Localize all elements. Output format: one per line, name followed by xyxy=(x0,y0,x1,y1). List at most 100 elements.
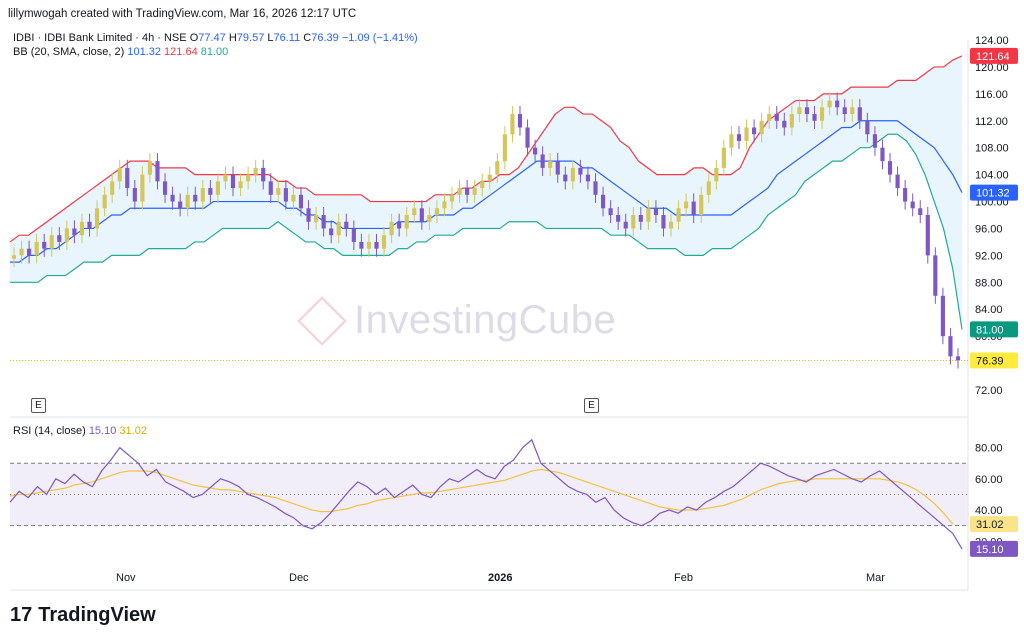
candle xyxy=(691,201,696,215)
symbol-name[interactable]: IDBI · IDBI Bank Limited · 4h · NSE xyxy=(13,32,187,44)
candle xyxy=(857,107,862,121)
rsi-tick-label: 40.00 xyxy=(975,505,1003,517)
price-tick-label: 72.00 xyxy=(975,385,1003,397)
time-tick-label: Mar xyxy=(866,572,885,584)
candle xyxy=(276,188,281,195)
candle xyxy=(366,241,372,249)
candle xyxy=(563,174,568,182)
candle xyxy=(457,188,462,195)
candle xyxy=(291,194,296,202)
candle xyxy=(193,194,198,202)
candle xyxy=(850,107,855,115)
candle xyxy=(729,134,734,148)
candle xyxy=(940,295,945,337)
candle xyxy=(548,161,553,168)
candle xyxy=(268,181,273,195)
candle xyxy=(661,215,666,229)
candle xyxy=(623,221,628,229)
tradingview-logo: 17 TradingView xyxy=(10,604,156,627)
candle xyxy=(162,181,168,195)
candle xyxy=(329,228,334,236)
bb-basis-value: 101.32 xyxy=(127,46,161,58)
rsi-tag xyxy=(970,540,1018,557)
candle xyxy=(835,100,840,108)
candle xyxy=(706,181,711,195)
candle xyxy=(140,174,145,202)
earnings-event-marker[interactable]: E xyxy=(31,398,46,413)
upper-price-tag xyxy=(970,47,1018,64)
high-label: H xyxy=(228,32,237,44)
earnings-event-marker[interactable]: E xyxy=(584,398,599,413)
open-value: 77.47 xyxy=(198,32,226,44)
candle xyxy=(102,194,107,209)
lower-price-tag-text: 81.00 xyxy=(976,324,1004,336)
candle xyxy=(178,201,183,209)
candle xyxy=(42,241,47,249)
candle xyxy=(64,228,69,242)
price-tick-label: 84.00 xyxy=(975,304,1003,316)
rsi-ma-value: 31.02 xyxy=(119,425,147,437)
candle xyxy=(533,147,538,155)
rsi-ma-line xyxy=(9,468,954,525)
candle xyxy=(668,221,674,229)
candle xyxy=(419,208,424,222)
candle xyxy=(19,248,24,256)
candle xyxy=(865,120,870,135)
candle xyxy=(789,114,794,128)
bb-lower-line xyxy=(10,133,963,330)
candle xyxy=(132,188,137,202)
price-tick-label: 124.00 xyxy=(975,35,1009,47)
tv-logo-icon: 17 xyxy=(10,604,33,626)
candle xyxy=(495,161,500,175)
candle xyxy=(427,215,432,222)
bb-upper-line xyxy=(9,55,963,243)
rsi-legend[interactable]: RSI (14, close) 15.10 31.02 xyxy=(13,425,147,437)
candle xyxy=(676,208,681,222)
bb-basis-line xyxy=(10,120,963,263)
candle xyxy=(631,215,636,229)
candle xyxy=(147,161,153,175)
bb-legend[interactable]: BB (20, SMA, close, 2) 101.32 121.64 81.… xyxy=(13,46,228,58)
candle xyxy=(903,188,908,202)
close-label: C xyxy=(303,32,312,44)
candle xyxy=(774,114,779,121)
candle xyxy=(404,215,409,229)
rsi-label: RSI (14, close) xyxy=(13,425,86,437)
time-tick-label: Dec xyxy=(289,572,309,584)
time-tick-label: Feb xyxy=(674,572,693,584)
symbol-legend: IDBI · IDBI Bank Limited · 4h · NSE O77.… xyxy=(13,32,418,44)
bb-lower-value: 81.00 xyxy=(200,46,229,58)
price-tick-label: 88.00 xyxy=(975,277,1003,289)
price-tick-label: 116.00 xyxy=(975,89,1008,101)
candle xyxy=(895,174,900,189)
candle xyxy=(449,194,455,202)
candle xyxy=(261,167,266,182)
candle xyxy=(570,167,575,182)
candle xyxy=(714,167,719,182)
candle xyxy=(948,336,953,357)
candle xyxy=(238,181,243,189)
rsi-ma-tag xyxy=(970,516,1018,533)
candle xyxy=(585,174,591,182)
close-value: 76.39 xyxy=(311,32,339,44)
candle xyxy=(230,174,236,189)
candle xyxy=(246,174,251,182)
rsi-value: 15.10 xyxy=(88,425,117,437)
bb-label: BB (20, SMA, close, 2) xyxy=(13,46,125,58)
candle xyxy=(389,221,394,236)
candle xyxy=(880,147,885,162)
candle xyxy=(283,188,288,202)
candle xyxy=(955,356,961,361)
candle xyxy=(27,248,32,256)
rsi-ma-tag-text: 31.02 xyxy=(976,519,1004,531)
candle xyxy=(57,235,62,242)
candle xyxy=(653,208,658,215)
rsi-tick-label: 60.00 xyxy=(975,474,1003,486)
rsi-band-fill xyxy=(10,463,968,526)
price-tick-label: 108.00 xyxy=(975,143,1009,155)
candle xyxy=(910,201,915,209)
candle xyxy=(253,167,258,175)
price-tick-label: 104.00 xyxy=(975,170,1009,182)
candle xyxy=(72,228,77,236)
